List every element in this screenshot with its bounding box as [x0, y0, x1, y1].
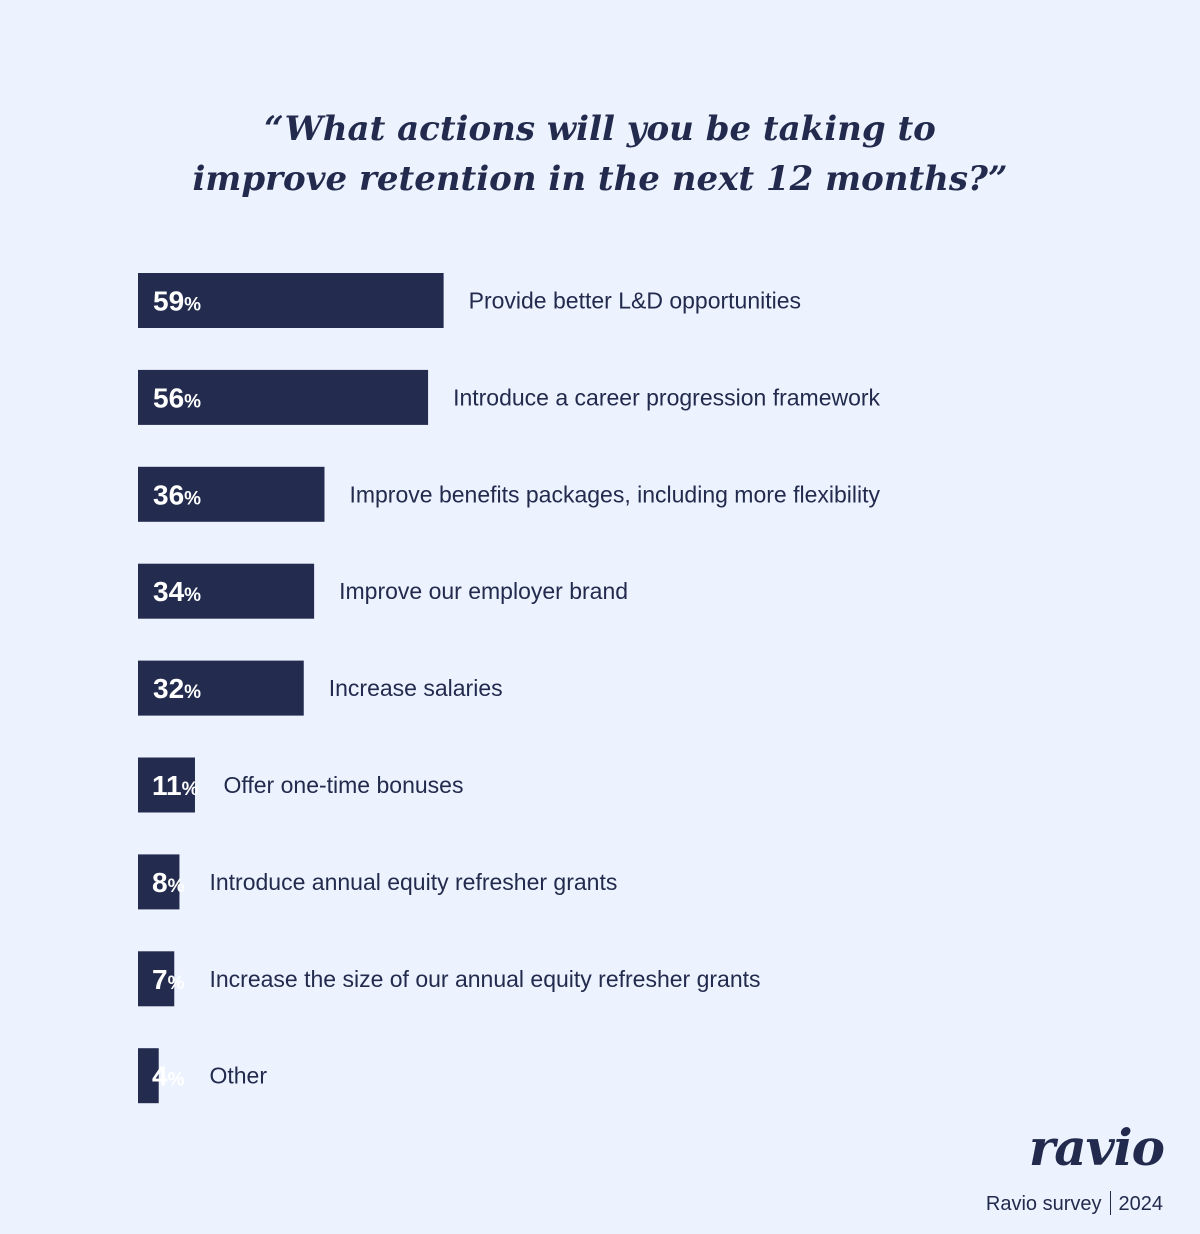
bar-3	[138, 466, 325, 522]
bar-value-label-8: 7%	[152, 964, 185, 995]
footer-source: Ravio survey 2024	[986, 1190, 1163, 1218]
chart-title-line-1: “What actions will you be taking to	[264, 109, 936, 149]
category-label-5: Increase salaries	[329, 675, 503, 701]
ravio-logo: ravio	[1028, 1118, 1165, 1177]
footer-year: 2024	[1118, 1193, 1164, 1215]
bar-6	[138, 757, 195, 813]
category-label-8: Increase the size of our annual equity r…	[209, 966, 760, 992]
bar-value-label-7: 8%	[152, 867, 185, 898]
bar-8	[138, 951, 175, 1007]
category-label-7: Introduce annual equity refresher grants	[209, 869, 617, 895]
bar-9	[138, 1048, 159, 1104]
category-label-1: Provide better L&D opportunities	[469, 288, 801, 314]
bar-value-label-2: 56%	[153, 382, 201, 413]
bar-2	[138, 369, 429, 425]
bar-4	[138, 563, 315, 619]
footer-divider	[1109, 1191, 1111, 1215]
bar-1	[138, 273, 444, 328]
category-label-6: Offer one-time bonuses	[224, 772, 464, 798]
category-label-4: Improve our employer brand	[339, 578, 628, 604]
chart-title-line-2: improve retention in the next 12 months?…	[192, 159, 1008, 199]
bar-7	[138, 854, 180, 910]
bar-value-label-6: 11%	[152, 770, 199, 801]
footer-source-label: Ravio survey	[985, 1193, 1102, 1215]
category-label-9: Other	[209, 1063, 267, 1089]
bar-value-label-1: 59%	[153, 286, 201, 317]
category-label-3: Improve benefits packages, including mor…	[349, 481, 880, 507]
chart-title: “What actions will you be taking to impr…	[0, 104, 1200, 204]
bar-value-label-9: 4%	[152, 1061, 185, 1092]
bar-5	[138, 660, 304, 716]
bar-value-label-4: 34%	[153, 576, 201, 607]
category-label-2: Introduce a career progression framework	[453, 384, 880, 410]
bar-value-label-5: 32%	[153, 673, 201, 704]
bar-value-label-3: 36%	[153, 479, 201, 510]
